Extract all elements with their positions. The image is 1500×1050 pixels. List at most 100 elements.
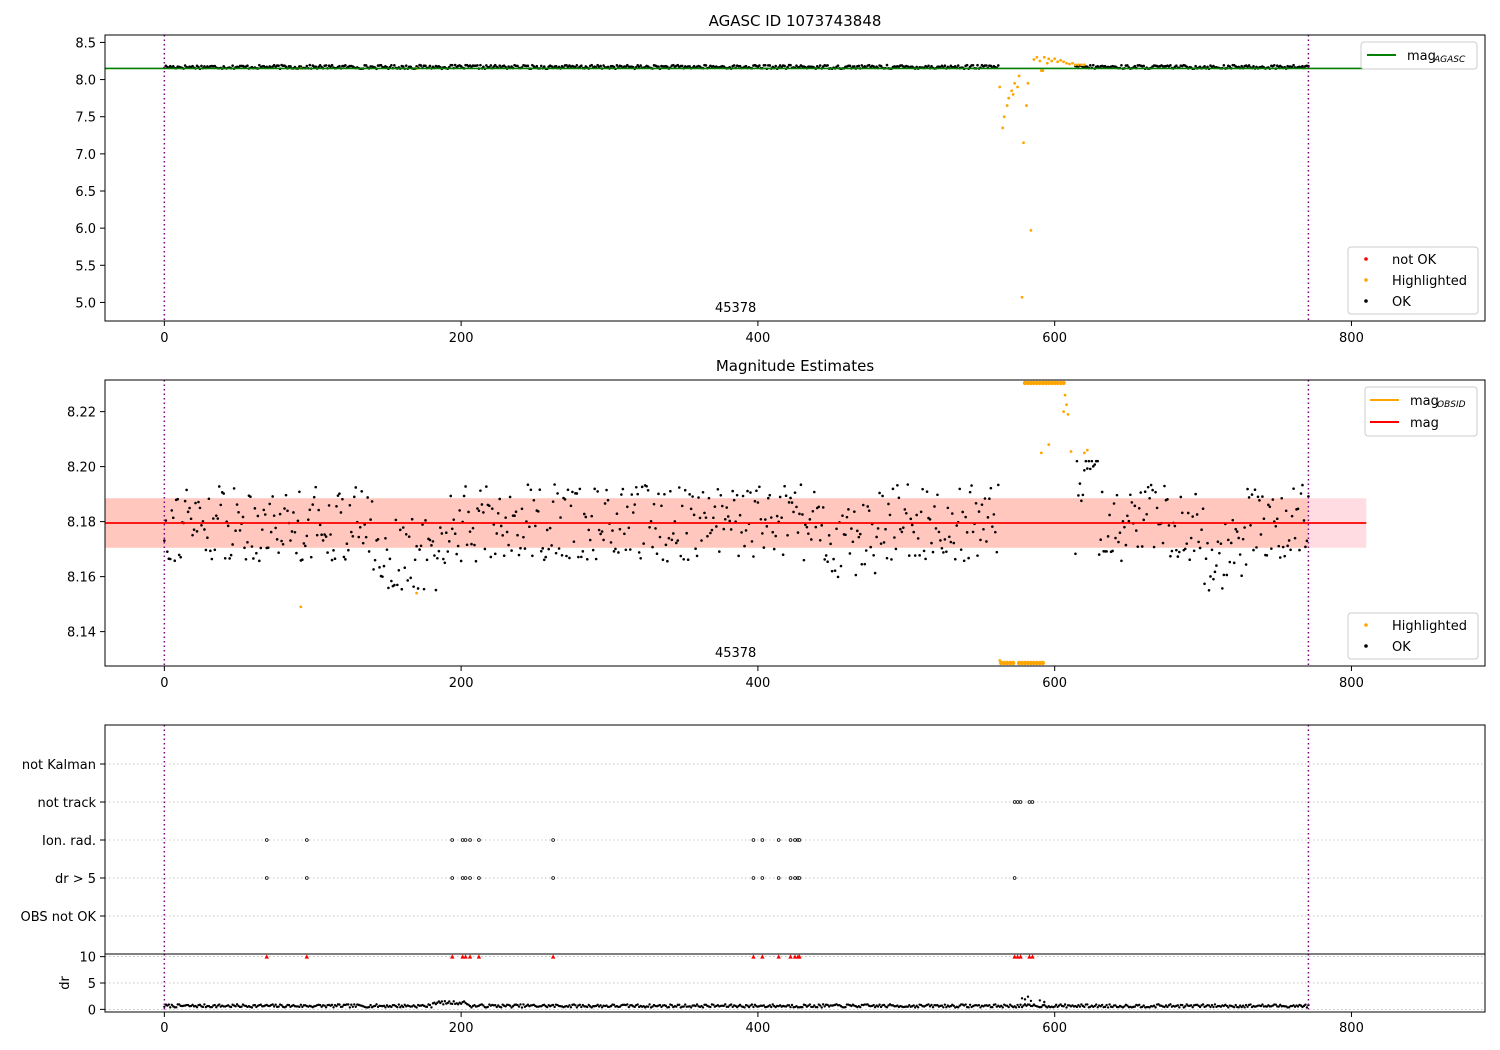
ok-point <box>1203 582 1206 586</box>
dr-point <box>885 1006 889 1009</box>
ok-point <box>712 516 715 520</box>
legend-label: mag <box>1410 416 1439 431</box>
ok-point <box>878 491 881 495</box>
ok-point <box>893 536 896 539</box>
ok-point <box>789 63 792 67</box>
dr-point <box>1237 1006 1240 1009</box>
dr-point <box>813 1004 816 1007</box>
ok-point <box>1259 533 1263 536</box>
ok-point <box>915 513 918 517</box>
ok-point <box>235 503 239 506</box>
ok-point <box>673 520 677 523</box>
ok-point <box>258 559 261 563</box>
dr-point <box>272 1005 276 1008</box>
ok-point <box>1293 536 1297 540</box>
ok-point <box>526 64 530 68</box>
ok-point <box>446 550 450 553</box>
ok-point <box>398 528 402 532</box>
legend-subscript: OBSID <box>1437 400 1466 410</box>
dr-point <box>1154 1006 1157 1009</box>
ok-point <box>318 523 322 527</box>
dr-point <box>348 1006 352 1009</box>
flag-point <box>1012 876 1017 880</box>
ok-point <box>761 532 764 535</box>
ok-point <box>370 500 374 503</box>
ok-point <box>1281 545 1285 549</box>
ok-point <box>341 497 344 501</box>
dr-point <box>1240 1005 1243 1009</box>
ok-point <box>1292 487 1295 490</box>
ok-point <box>1099 538 1102 542</box>
flag-point <box>760 876 765 880</box>
dr-point <box>350 1003 353 1006</box>
legend-label: mag <box>1407 49 1436 64</box>
ok-point <box>565 554 568 558</box>
ok-point <box>614 547 617 551</box>
ok-point <box>835 527 838 531</box>
dr-point <box>1133 1005 1137 1008</box>
ok-point <box>594 557 598 561</box>
dr-point <box>402 1005 405 1009</box>
dr-point <box>1123 1005 1126 1008</box>
ok-point <box>246 64 249 68</box>
ok-point <box>940 64 944 68</box>
legend-label: Highlighted <box>1392 619 1467 634</box>
ok-point <box>210 557 214 561</box>
ok-point <box>875 535 878 539</box>
ok-point <box>844 533 847 537</box>
dr-point <box>1000 1004 1003 1008</box>
ok-point <box>704 516 708 519</box>
dr-point <box>1166 1005 1169 1009</box>
ok-point <box>979 538 982 542</box>
ok-point <box>550 544 553 547</box>
ok-point <box>1105 550 1108 553</box>
dr-point <box>440 1000 444 1003</box>
ok-point <box>517 553 521 557</box>
dr-point <box>332 1006 335 1009</box>
ok-point <box>605 488 608 492</box>
ok-point <box>934 527 938 530</box>
ok-point <box>649 519 653 523</box>
ok-point <box>976 63 979 67</box>
ok-point <box>798 512 801 516</box>
dr-point <box>1233 1005 1236 1009</box>
ok-point <box>636 492 640 496</box>
ok-point <box>1278 556 1282 559</box>
dr-point <box>709 1005 712 1009</box>
ok-point <box>626 505 629 509</box>
ok-point <box>480 503 484 506</box>
ok-point <box>735 493 739 497</box>
ok-point <box>942 551 945 554</box>
dr-point <box>940 1004 944 1007</box>
dr-point <box>280 1004 283 1007</box>
dr-point <box>1169 1003 1172 1006</box>
ok-point <box>701 490 705 494</box>
ok-point <box>618 527 622 531</box>
ok-point <box>477 509 481 513</box>
ok-point <box>725 506 729 509</box>
ok-point <box>706 534 709 538</box>
dr-point <box>456 1003 460 1006</box>
dr-point <box>991 1005 994 1009</box>
dr-point <box>1261 1003 1264 1006</box>
ok-point <box>931 550 935 554</box>
highlighted-point <box>299 605 303 609</box>
ok-point <box>305 534 309 538</box>
ok-point <box>344 64 347 67</box>
ok-point <box>726 515 730 518</box>
ok-point <box>419 64 423 67</box>
ok-point <box>971 63 975 67</box>
ok-point <box>1238 553 1242 556</box>
y-tick-label: 6.5 <box>75 185 96 200</box>
ok-point <box>783 484 786 488</box>
dr-point <box>689 1006 693 1009</box>
ok-point <box>867 509 871 512</box>
dr-point <box>403 1003 406 1007</box>
dr-point <box>1026 995 1030 998</box>
ok-point <box>253 507 257 510</box>
ok-point <box>580 555 583 559</box>
dr-point <box>1178 1006 1181 1009</box>
ok-point <box>563 498 567 501</box>
ok-point <box>433 554 436 557</box>
